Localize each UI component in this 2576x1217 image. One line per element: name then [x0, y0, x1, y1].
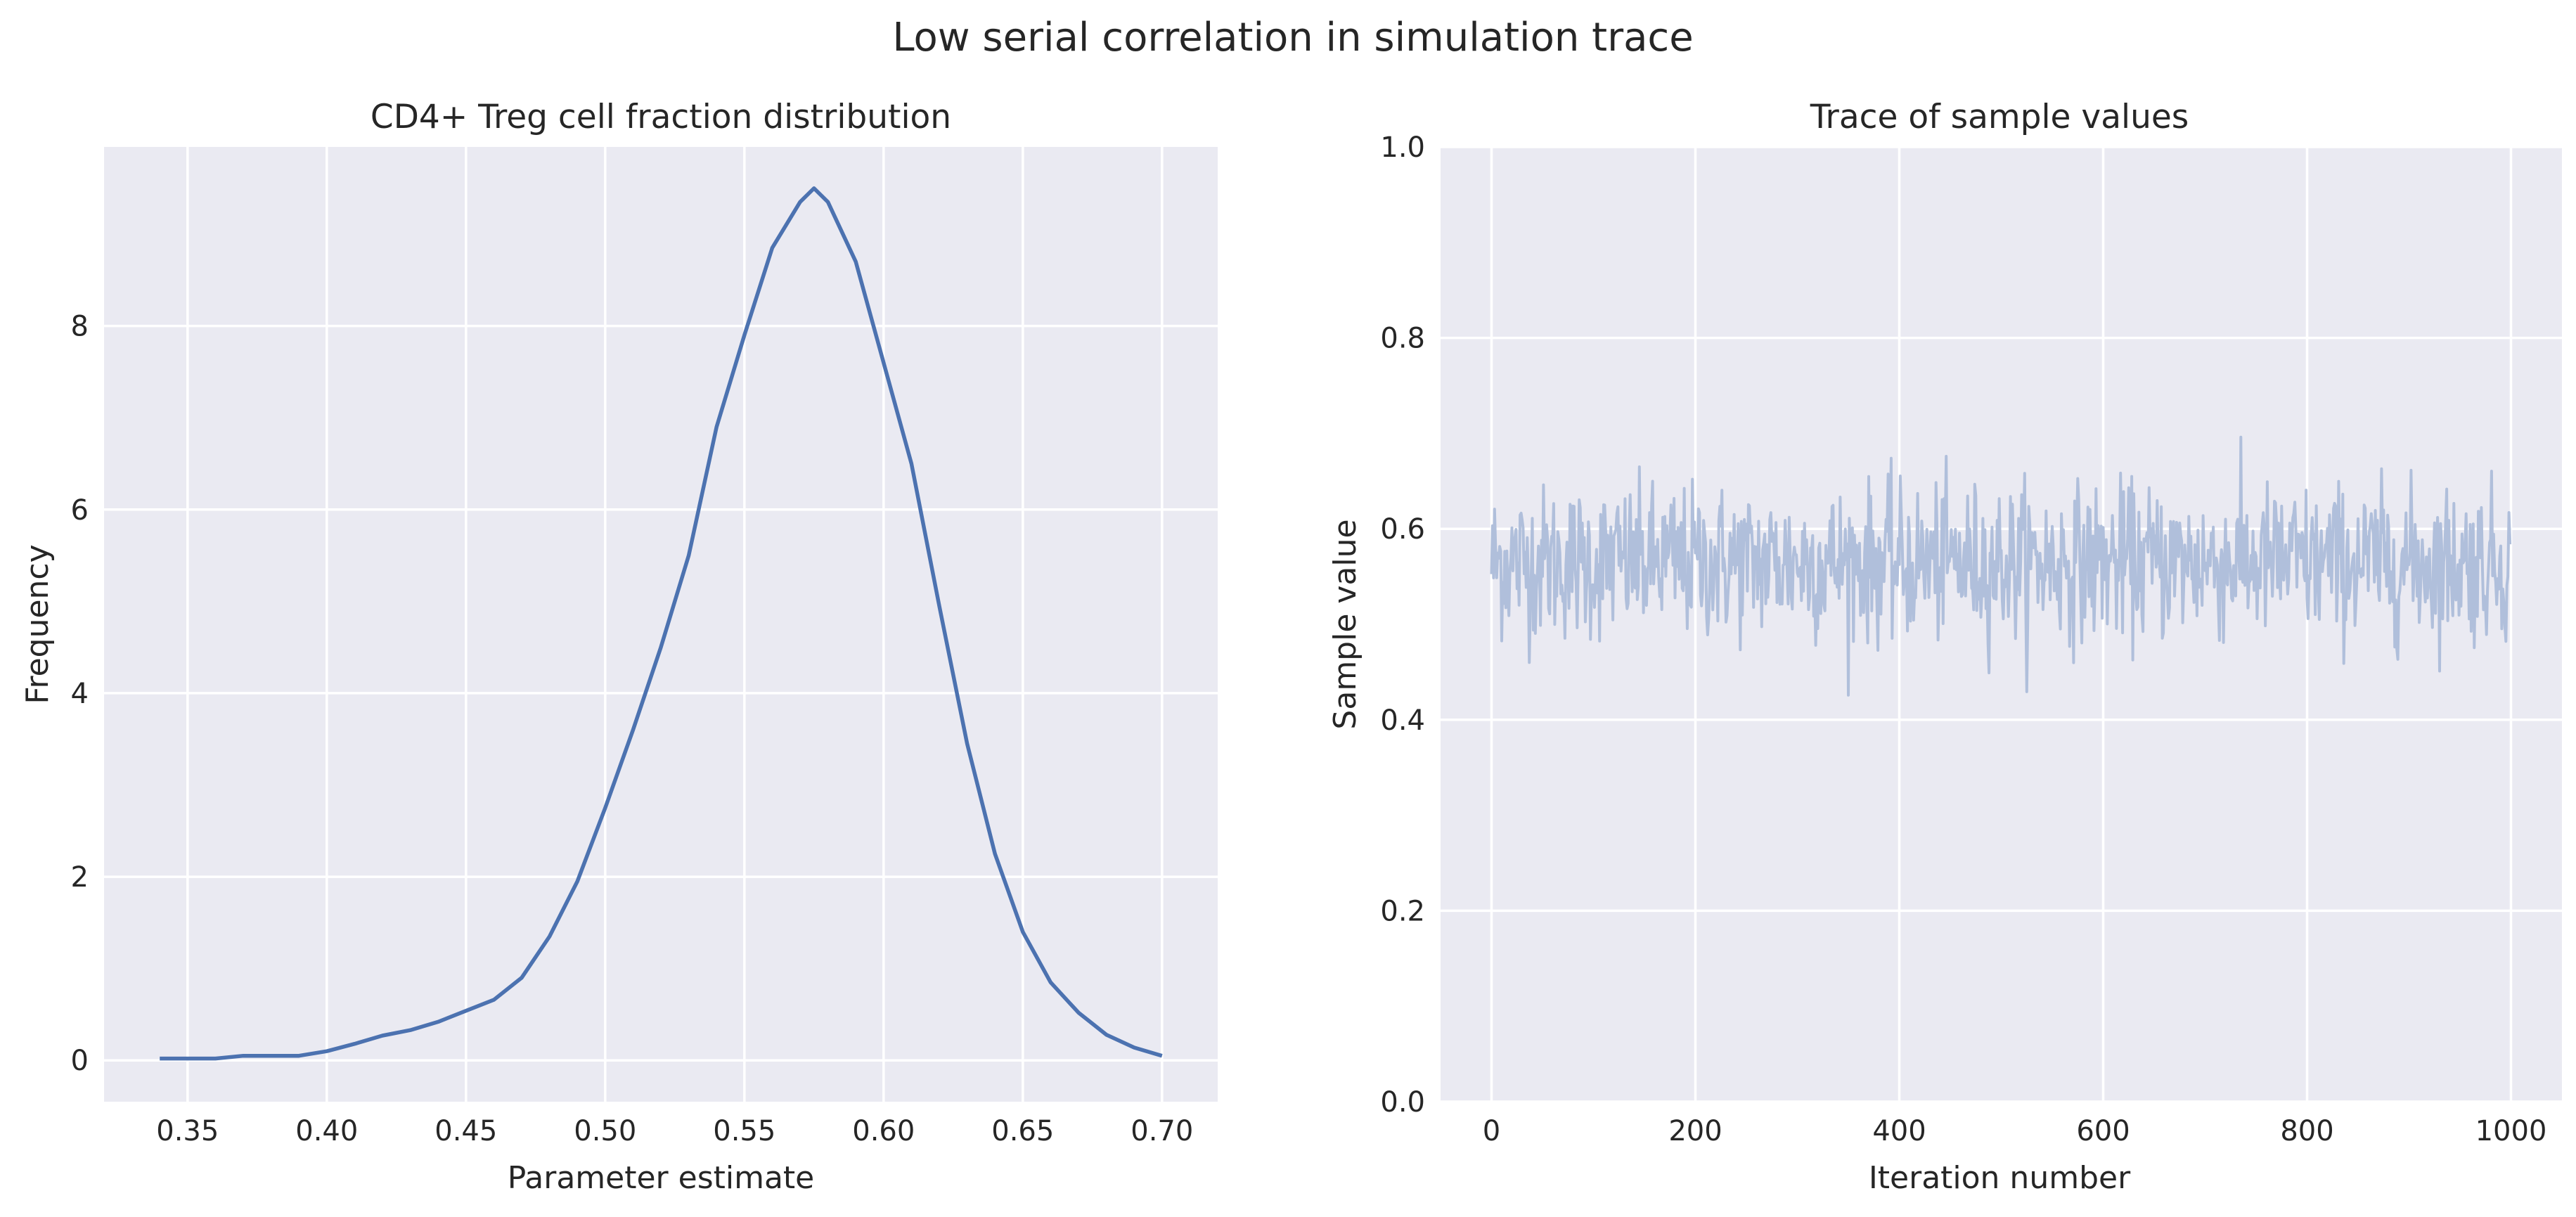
- kde-x-tick-label: 0.50: [574, 1115, 636, 1147]
- kde-x-tick-label: 0.55: [713, 1115, 775, 1147]
- trace-sample-line: [1490, 435, 2512, 697]
- trace-title: Trace of sample values: [1810, 98, 2189, 136]
- trace-y-tick-label: 0.6: [1380, 513, 1425, 546]
- trace-x-tick-label: 400: [1872, 1115, 1926, 1147]
- kde-x-tick-label: 0.60: [852, 1115, 915, 1147]
- figure-title: Low serial correlation in simulation tra…: [892, 15, 1693, 60]
- kde-plot-area: [104, 147, 1218, 1102]
- trace-x-tick-label: 0: [1483, 1115, 1500, 1147]
- trace-grid: [1441, 146, 2562, 1103]
- kde-title: CD4+ Treg cell fraction distribution: [371, 98, 951, 136]
- kde-x-tick-label: 0.70: [1131, 1115, 1193, 1147]
- kde-y-tick-label: 0: [71, 1045, 89, 1077]
- kde-x-tick-label: 0.65: [991, 1115, 1054, 1147]
- trace-x-tick-label: 200: [1668, 1115, 1722, 1147]
- trace-marks: [1490, 435, 2512, 697]
- trace-axes: 0 200 400 600 800 1000 0.0 0.2 0.4 0.6 0.8 1.0 Trac…: [1327, 98, 2562, 1196]
- kde-grid: [104, 147, 1218, 1102]
- kde-y-axis-label: Frequency: [20, 544, 56, 704]
- kde-x-tick-label: 0.40: [295, 1115, 358, 1147]
- trace-y-tick-label: 1.0: [1380, 131, 1425, 164]
- kde-y-tick-label: 4: [71, 678, 89, 710]
- kde-marks: [160, 186, 1163, 1061]
- trace-x-tick-label: 800: [2280, 1115, 2333, 1147]
- kde-y-tick-label: 6: [71, 494, 89, 527]
- kde-axes: 0.35 0.40 0.45 0.50 0.55 0.60 0.65 0.70 0 2 4 6 8 CD…: [20, 98, 1218, 1196]
- trace-ticks: 0 200 400 600 800 1000 0.0 0.2 0.4 0.6 0.8 1.0: [1380, 131, 2546, 1147]
- kde-ticks: 0.35 0.40 0.45 0.50 0.55 0.60 0.65 0.70 0 2 4 6 8: [71, 311, 1194, 1147]
- trace-x-axis-label: Iteration number: [1869, 1160, 2131, 1196]
- trace-x-tick-label: 600: [2076, 1115, 2130, 1147]
- trace-y-axis-label: Sample value: [1327, 519, 1363, 729]
- kde-x-axis-label: Parameter estimate: [508, 1160, 815, 1196]
- kde-x-tick-label: 0.35: [156, 1115, 219, 1147]
- kde-y-tick-label: 2: [71, 861, 89, 894]
- kde-x-tick-label: 0.45: [434, 1115, 497, 1147]
- kde-y-tick-label: 8: [71, 311, 89, 343]
- trace-y-tick-label: 0.4: [1380, 704, 1425, 737]
- trace-y-tick-label: 0.0: [1380, 1086, 1425, 1119]
- trace-y-tick-label: 0.8: [1380, 323, 1425, 355]
- trace-y-tick-label: 0.2: [1380, 895, 1425, 927]
- kde-density-line: [160, 186, 1163, 1061]
- trace-plot-area: [1441, 147, 2562, 1102]
- trace-x-tick-label: 1000: [2475, 1115, 2547, 1147]
